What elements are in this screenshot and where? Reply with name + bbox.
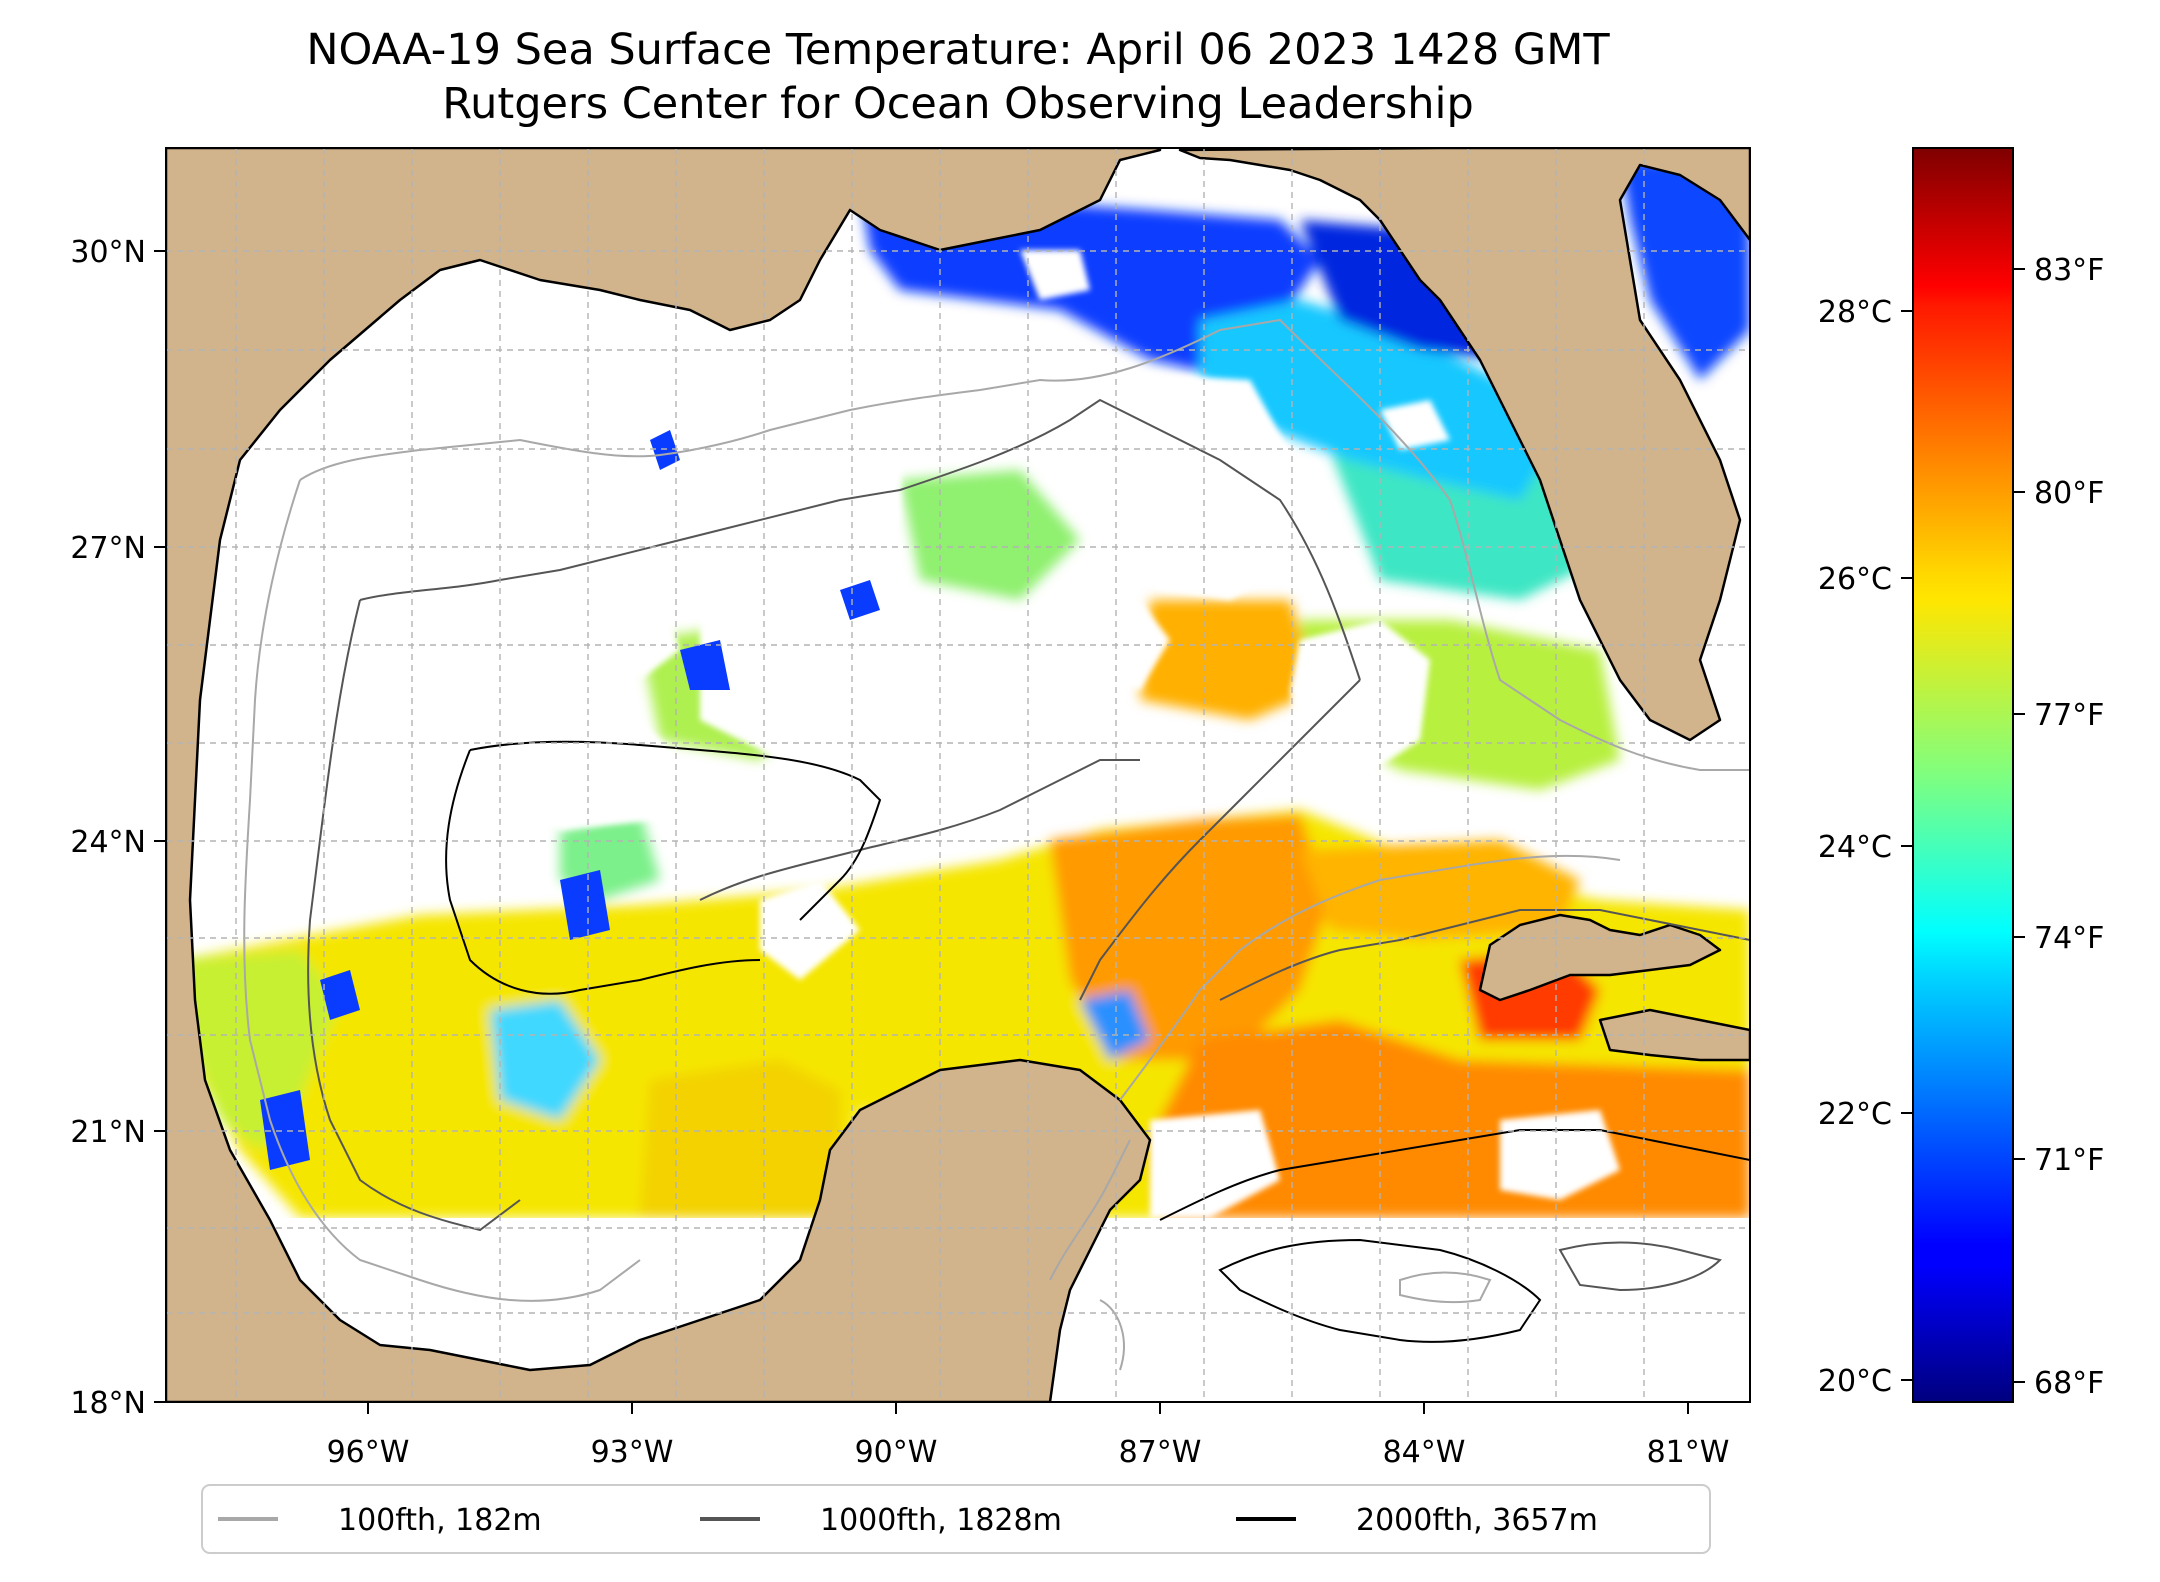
legend: 100fth, 182m 1000fth, 1828m 2000fth, 365…	[201, 1484, 1711, 1554]
lon-tick-label: 93°W	[591, 1435, 674, 1470]
lon-tick-label: 90°W	[855, 1435, 938, 1470]
legend-label-1000fth: 1000fth, 1828m	[820, 1503, 1062, 1538]
fahrenheit-tick-label: 80°F	[2034, 476, 2104, 511]
fahrenheit-tick-label: 74°F	[2034, 921, 2104, 956]
lat-tick-label: 18°N	[70, 1386, 146, 1421]
celsius-tick-label: 28°C	[1818, 295, 1892, 330]
legend-box	[201, 1484, 1711, 1554]
fahrenheit-tick-label: 68°F	[2034, 1366, 2104, 1401]
lon-tick-label: 96°W	[327, 1435, 410, 1470]
lat-tick-label: 24°N	[70, 825, 146, 860]
fahrenheit-tick-label: 77°F	[2034, 698, 2104, 733]
colorbar: 28°C 26°C 24°C 22°C 20°C 83°F 80°F 77°F …	[1818, 147, 2104, 1403]
lat-tick-label: 30°N	[70, 235, 146, 270]
lon-tick-label: 81°W	[1647, 1435, 1730, 1470]
latitude-axis	[154, 250, 166, 1403]
celsius-tick-label: 22°C	[1818, 1097, 1892, 1132]
lon-tick-label: 87°W	[1119, 1435, 1202, 1470]
legend-label-100fth: 100fth, 182m	[338, 1503, 542, 1538]
celsius-tick-label: 26°C	[1818, 562, 1892, 597]
celsius-tick-label: 20°C	[1818, 1364, 1892, 1399]
gridlines	[166, 148, 1750, 1402]
map-area	[166, 148, 1750, 1402]
land	[166, 148, 1750, 1402]
fahrenheit-tick-label: 71°F	[2034, 1143, 2104, 1178]
lon-tick-label: 84°W	[1383, 1435, 1466, 1470]
bathymetry-contours	[243, 318, 1750, 1371]
lat-tick-label: 21°N	[70, 1115, 146, 1150]
lat-tick-label: 27°N	[70, 531, 146, 566]
fahrenheit-tick-label: 83°F	[2034, 253, 2104, 288]
longitude-axis	[367, 1402, 1689, 1414]
map-subtitle: Rutgers Center for Ocean Observing Leade…	[442, 79, 1474, 129]
map-frame	[165, 147, 1751, 1403]
legend-label-2000fth: 2000fth, 3657m	[1356, 1503, 1598, 1538]
map-title: NOAA-19 Sea Surface Temperature: April 0…	[306, 25, 1610, 75]
colorbar-gradient	[1912, 147, 2014, 1403]
celsius-tick-label: 24°C	[1818, 830, 1892, 865]
